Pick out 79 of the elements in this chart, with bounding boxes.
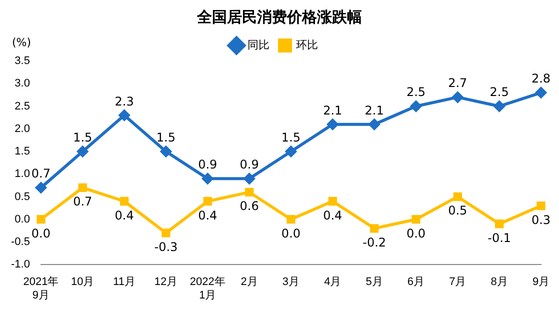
data-label: 2.8 bbox=[531, 72, 551, 86]
point bbox=[77, 146, 88, 157]
x-tick-label: 8月 bbox=[490, 276, 508, 288]
data-label: 1.5 bbox=[156, 130, 176, 144]
point bbox=[495, 220, 504, 228]
x-tick-label: 3月 bbox=[282, 276, 300, 288]
point bbox=[36, 215, 46, 224]
point bbox=[328, 196, 337, 206]
point bbox=[285, 146, 296, 157]
data-label: -0.1 bbox=[488, 230, 512, 245]
x-tick-label: 2月 bbox=[240, 276, 258, 288]
point bbox=[410, 100, 422, 112]
data-label: 0.0 bbox=[31, 226, 50, 240]
data-label: 0.4 bbox=[323, 208, 342, 222]
point bbox=[160, 146, 172, 157]
y-tick-label: -1.0 bbox=[10, 258, 30, 271]
point bbox=[494, 100, 505, 112]
data-label: 0.7 bbox=[31, 166, 50, 181]
data-label: 1.5 bbox=[73, 130, 92, 144]
data-label: 0.4 bbox=[198, 208, 218, 222]
y-tick-label: 2.0 bbox=[14, 122, 30, 135]
x-tick-label: 11月 bbox=[113, 276, 136, 288]
point bbox=[35, 182, 46, 194]
x-tick-label: 2021年 9月 bbox=[23, 276, 59, 302]
y-tick-label: -0.5 bbox=[10, 236, 30, 248]
point bbox=[286, 215, 296, 224]
x-tick-label: 4月 bbox=[324, 276, 342, 288]
x-tick-label: 5月 bbox=[366, 276, 383, 288]
point bbox=[202, 173, 214, 184]
y-tick-label: 3.5 bbox=[14, 55, 30, 68]
chart-title: 全国居民消费价格涨跌幅 bbox=[196, 8, 363, 27]
point bbox=[244, 173, 255, 184]
point bbox=[370, 224, 379, 233]
legend-label: 环比 bbox=[296, 38, 318, 52]
point bbox=[452, 92, 464, 103]
point bbox=[203, 196, 212, 206]
point bbox=[536, 87, 546, 98]
point bbox=[78, 183, 87, 192]
data-label: 2.5 bbox=[490, 85, 509, 100]
y-axis-title: (%) bbox=[12, 36, 32, 49]
data-label: 0.7 bbox=[73, 194, 92, 209]
data-label: 0.5 bbox=[448, 204, 468, 218]
data-label: 2.7 bbox=[448, 76, 468, 90]
y-tick-label: 2.5 bbox=[14, 100, 30, 112]
x-tick-label: 10月 bbox=[71, 276, 94, 288]
data-label: 2.1 bbox=[364, 103, 384, 118]
data-label: 2.3 bbox=[114, 94, 134, 108]
y-tick-label: 0.5 bbox=[14, 190, 30, 203]
data-label: 0.4 bbox=[114, 208, 134, 222]
data-label: 2.1 bbox=[323, 103, 342, 118]
point bbox=[453, 192, 462, 202]
legend-label: 同比 bbox=[248, 38, 270, 52]
x-tick-label: 9月 bbox=[532, 276, 550, 288]
data-label: 2.5 bbox=[406, 85, 426, 100]
y-tick-label: 1.0 bbox=[14, 168, 30, 180]
data-label: 0.3 bbox=[531, 212, 551, 227]
point bbox=[327, 118, 338, 130]
x-tick-label: 2022年 1月 bbox=[190, 276, 226, 302]
point bbox=[120, 196, 129, 206]
point bbox=[244, 188, 254, 197]
y-tick-label: 1.5 bbox=[14, 146, 30, 158]
point bbox=[162, 228, 170, 238]
data-label: 0.6 bbox=[240, 199, 259, 214]
point bbox=[368, 118, 380, 130]
x-tick-label: 12月 bbox=[154, 276, 178, 288]
y-tick-label: 0.0 bbox=[14, 213, 30, 226]
data-label: 0.0 bbox=[281, 226, 301, 240]
data-label: 1.5 bbox=[281, 130, 301, 144]
x-tick-label: 7月 bbox=[449, 276, 466, 288]
data-label: -0.2 bbox=[362, 235, 386, 250]
point bbox=[118, 110, 130, 121]
data-label: -0.3 bbox=[154, 240, 178, 254]
point bbox=[412, 215, 420, 224]
point bbox=[536, 201, 546, 210]
y-tick-label: 3.0 bbox=[14, 78, 30, 90]
data-label: 0.0 bbox=[406, 226, 426, 240]
data-label: 0.9 bbox=[240, 158, 259, 172]
data-label: 0.9 bbox=[198, 158, 218, 172]
x-tick-label: 6月 bbox=[407, 276, 425, 288]
